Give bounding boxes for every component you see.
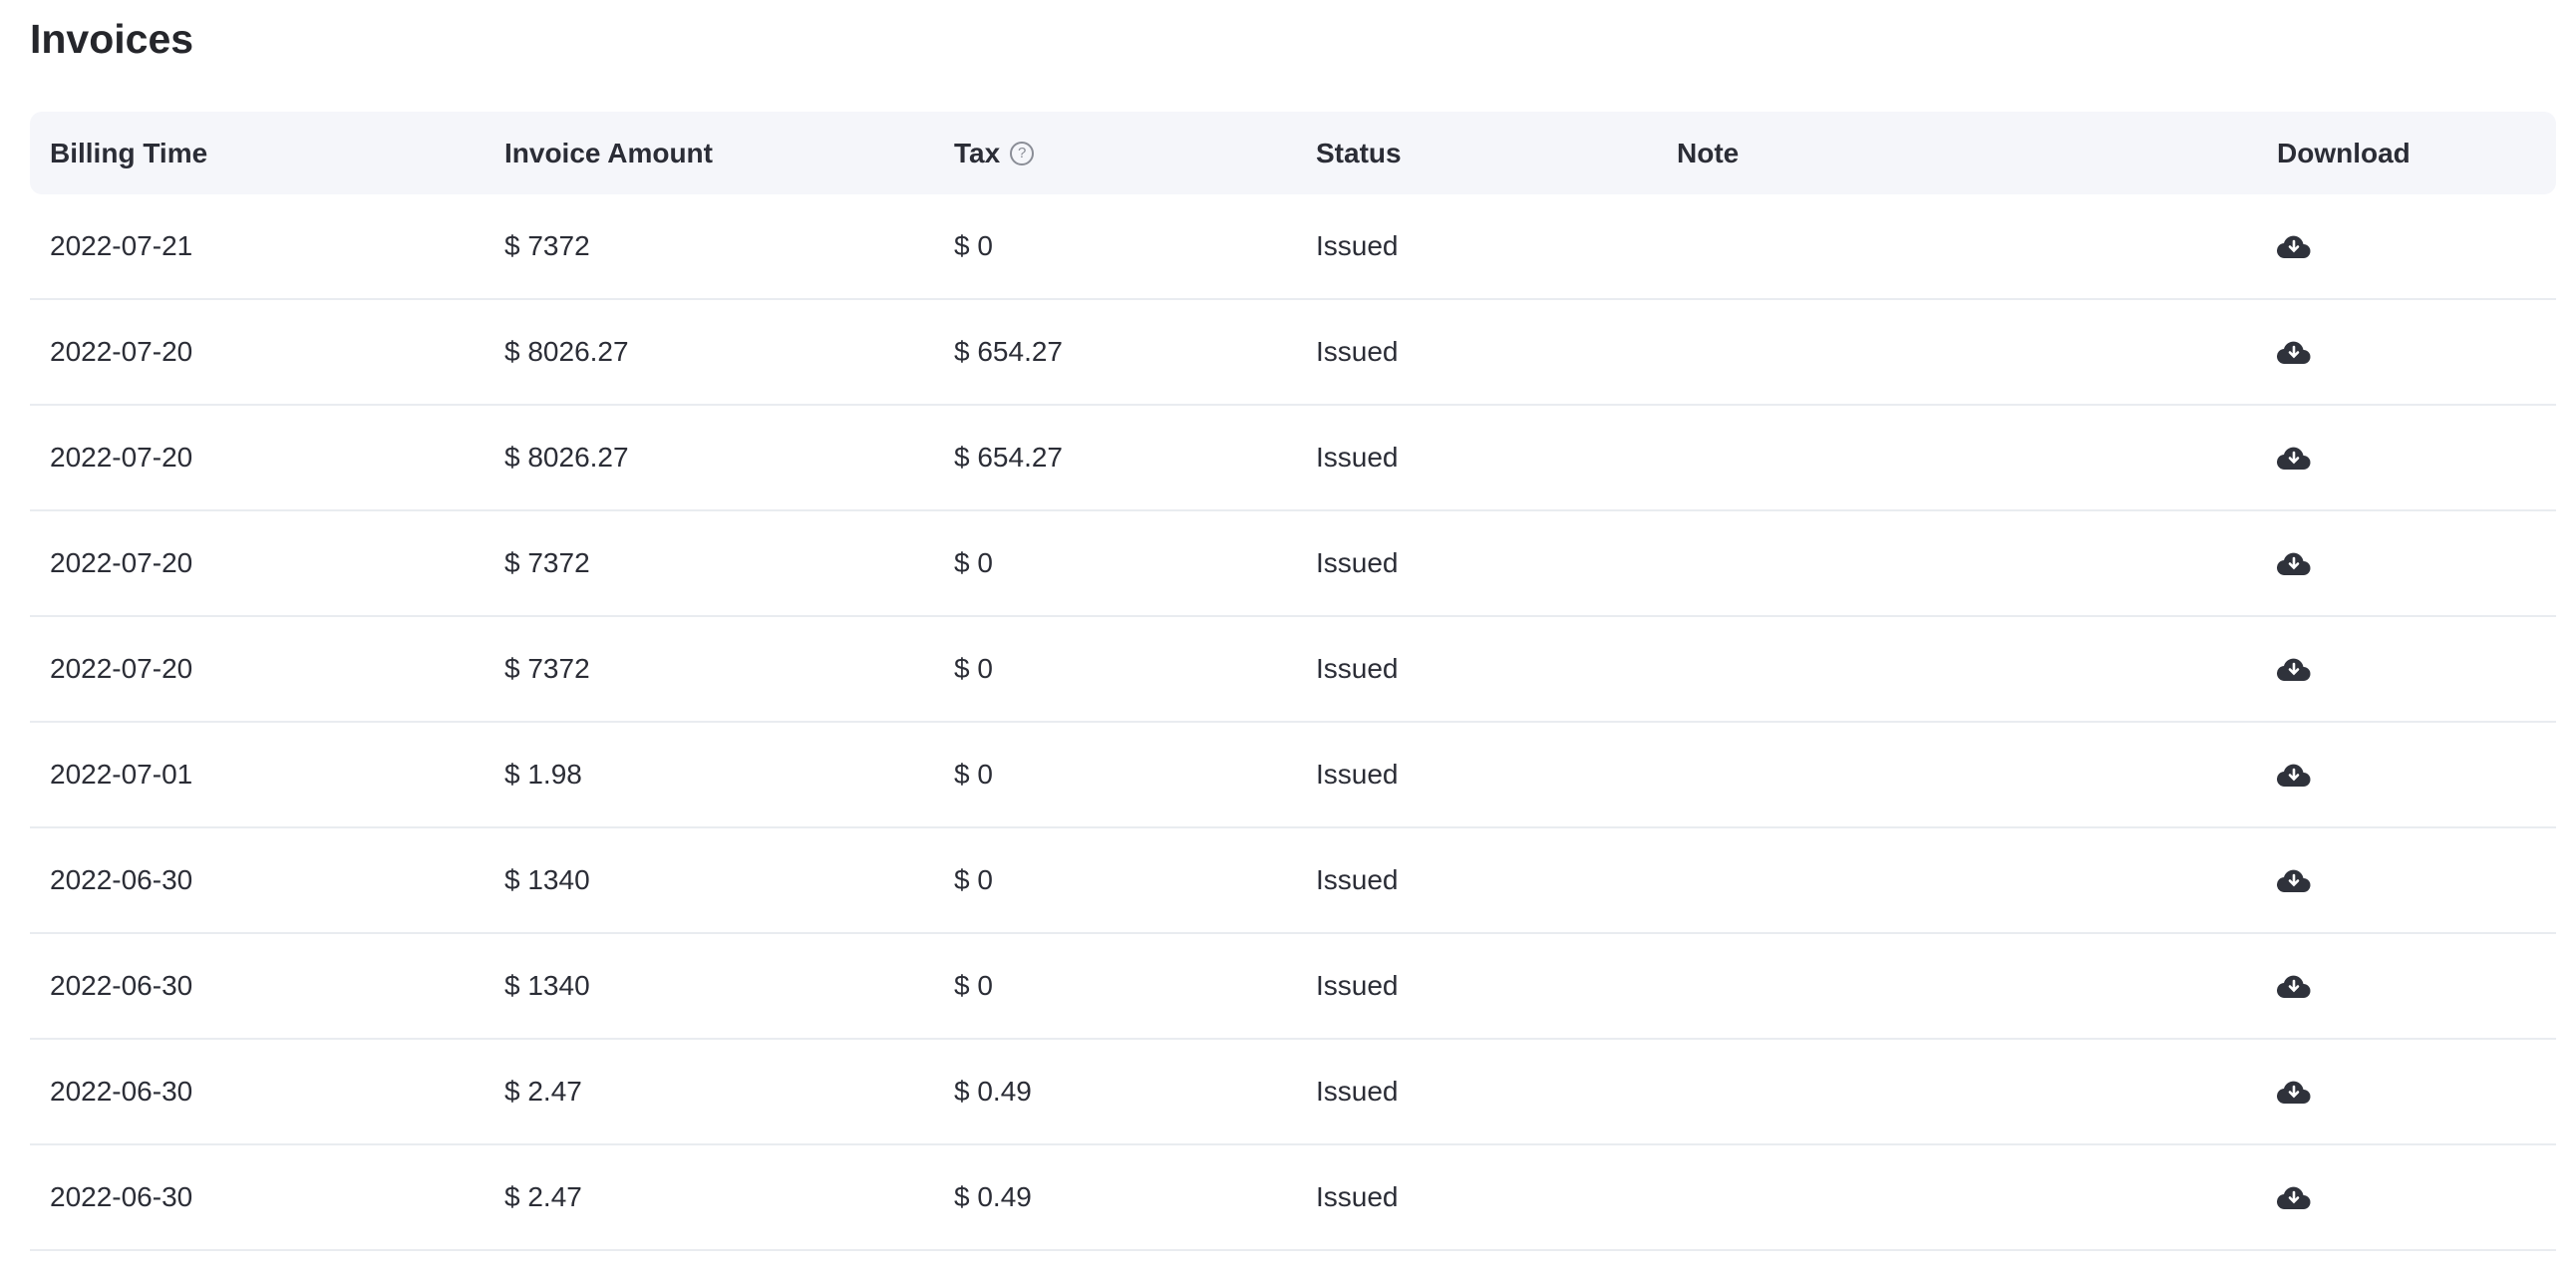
invoice-amount-cell: $ 2.47 [504,1076,582,1107]
header-tax: Tax? [954,112,1035,194]
invoices-table: Billing Time Invoice Amount Tax? Status … [30,112,2556,1251]
billing-time-cell: 2022-06-30 [50,864,193,895]
invoice-amount-cell: $ 7372 [504,653,590,684]
status-cell: Issued [1316,759,1399,790]
table-row: 2022-07-20 $ 8026.27 $ 654.27 Issued [30,406,2556,511]
table-row: 2022-07-20 $ 7372 $ 0 Issued [30,617,2556,723]
header-billing-time: Billing Time [50,137,208,168]
table-row: 2022-06-30 $ 1340 $ 0 Issued [30,828,2556,934]
billing-time-cell: 2022-07-20 [50,547,193,578]
header-invoice-amount: Invoice Amount [504,137,713,168]
cloud-download-icon[interactable] [2277,934,2311,1038]
tax-cell: $ 654.27 [954,336,1063,367]
header-download: Download [2277,137,2411,168]
cloud-download-icon[interactable] [2277,1145,2311,1249]
status-cell: Issued [1316,864,1399,895]
cloud-download-icon[interactable] [2277,1040,2311,1143]
header-tax-label: Tax [954,137,1001,168]
invoice-amount-cell: $ 7372 [504,230,590,261]
cloud-download-icon[interactable] [2277,511,2311,615]
billing-time-cell: 2022-07-01 [50,759,193,790]
page-title: Invoices [30,16,194,62]
tax-cell: $ 0 [954,547,993,578]
tax-cell: $ 654.27 [954,442,1063,473]
billing-time-cell: 2022-07-21 [50,230,193,261]
invoice-amount-cell: $ 1340 [504,970,590,1001]
table-row: 2022-07-20 $ 7372 $ 0 Issued [30,511,2556,617]
tax-cell: $ 0 [954,230,993,261]
billing-time-cell: 2022-06-30 [50,1181,193,1212]
billing-time-cell: 2022-07-20 [50,653,193,684]
tax-cell: $ 0 [954,653,993,684]
tax-cell: $ 0.49 [954,1181,1032,1212]
cloud-download-icon[interactable] [2277,300,2311,404]
billing-time-cell: 2022-06-30 [50,1076,193,1107]
question-circle-icon[interactable]: ? [1010,141,1035,165]
status-cell: Issued [1316,442,1399,473]
billing-time-cell: 2022-07-20 [50,442,193,473]
header-note: Note [1677,137,1740,168]
table-row: 2022-07-20 $ 8026.27 $ 654.27 Issued [30,300,2556,406]
status-cell: Issued [1316,336,1399,367]
tax-cell: $ 0 [954,759,993,790]
status-cell: Issued [1316,230,1399,261]
status-cell: Issued [1316,653,1399,684]
invoice-amount-cell: $ 8026.27 [504,336,629,367]
invoice-amount-cell: $ 7372 [504,547,590,578]
status-cell: Issued [1316,970,1399,1001]
cloud-download-icon[interactable] [2277,723,2311,826]
table-header: Billing Time Invoice Amount Tax? Status … [30,112,2556,194]
billing-time-cell: 2022-06-30 [50,970,193,1001]
tax-cell: $ 0 [954,970,993,1001]
tax-cell: $ 0 [954,864,993,895]
invoice-amount-cell: $ 2.47 [504,1181,582,1212]
status-cell: Issued [1316,547,1399,578]
cloud-download-icon[interactable] [2277,617,2311,721]
table-row: 2022-07-01 $ 1.98 $ 0 Issued [30,723,2556,828]
table-row: 2022-06-30 $ 1340 $ 0 Issued [30,934,2556,1040]
cloud-download-icon[interactable] [2277,406,2311,509]
billing-time-cell: 2022-07-20 [50,336,193,367]
invoice-amount-cell: $ 1.98 [504,759,582,790]
table-row: 2022-06-30 $ 2.47 $ 0.49 Issued [30,1145,2556,1251]
status-cell: Issued [1316,1181,1399,1212]
cloud-download-icon[interactable] [2277,828,2311,932]
table-row: 2022-06-30 $ 2.47 $ 0.49 Issued [30,1040,2556,1145]
invoice-amount-cell: $ 8026.27 [504,442,629,473]
table-row: 2022-07-21 $ 7372 $ 0 Issued [30,194,2556,300]
invoice-amount-cell: $ 1340 [504,864,590,895]
header-status: Status [1316,137,1402,168]
status-cell: Issued [1316,1076,1399,1107]
cloud-download-icon[interactable] [2277,194,2311,298]
tax-cell: $ 0.49 [954,1076,1032,1107]
